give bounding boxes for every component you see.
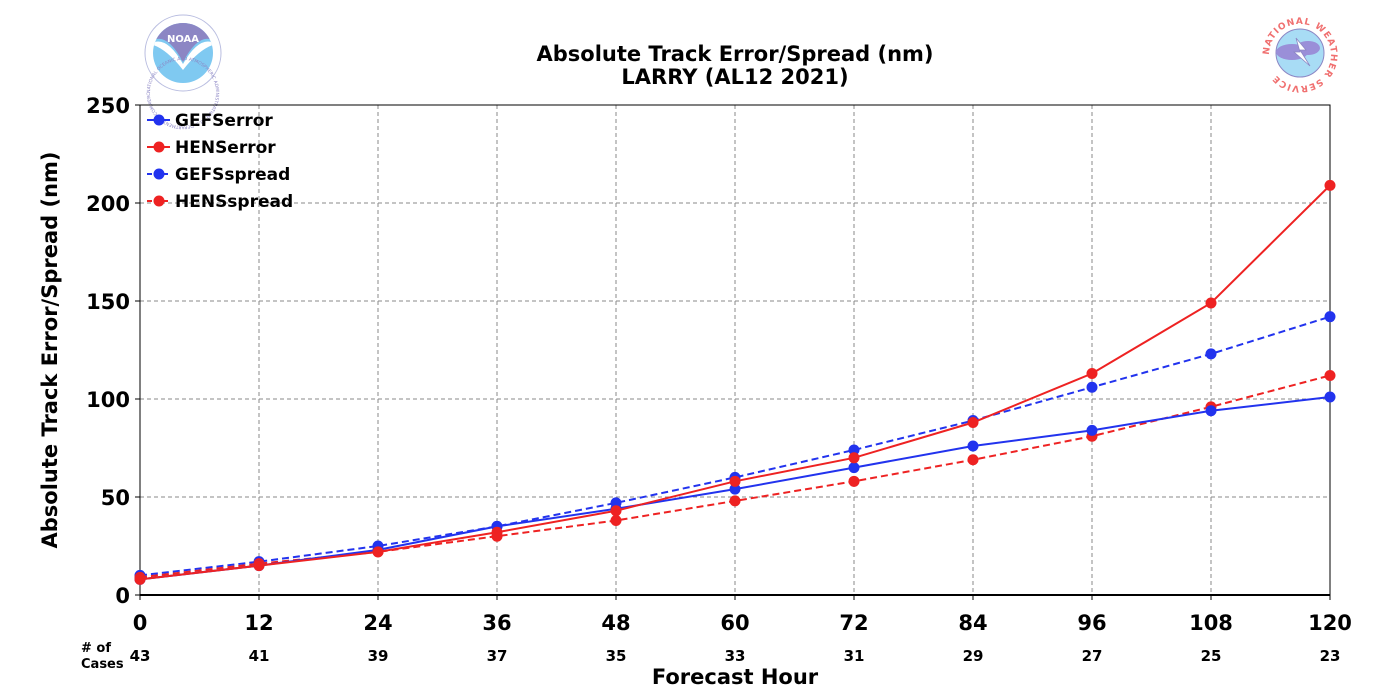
cases-label-line2: Cases [81,657,124,672]
data-point [1324,311,1336,323]
case-count: 39 [368,647,389,665]
series-HENSerror [134,179,1336,585]
case-count: 29 [963,647,984,665]
legend-label: GEFSerror [175,111,273,131]
case-count: 31 [844,647,865,665]
grid-lines [140,105,1330,595]
legend-item: GEFSerror [147,111,273,131]
data-point [848,462,860,474]
x-tick-label: 96 [1077,611,1106,635]
y-tick-label: 200 [86,192,130,216]
data-point [729,475,741,487]
data-point [610,505,622,517]
data-point [1205,297,1217,309]
case-count: 27 [1082,647,1103,665]
data-point [253,560,265,572]
case-count: 25 [1201,647,1222,665]
data-point [134,573,146,585]
x-tick-label: 84 [958,611,987,635]
noaa-logo-text: NOAA [167,34,199,45]
x-tick-label: 0 [133,611,148,635]
data-point [967,440,979,452]
case-count: 43 [130,647,151,665]
case-count: 41 [249,647,270,665]
legend-item: HENSerror [147,138,276,158]
x-tick-label: 24 [363,611,392,635]
x-tick-label: 12 [244,611,273,635]
case-count: 35 [606,647,627,665]
data-point [1086,381,1098,393]
nws-logo: NATIONAL WEATHER SERVICE [1262,17,1337,93]
legend-label: HENSerror [175,138,276,158]
data-point [967,417,979,429]
y-tick-label: 0 [115,584,130,608]
data-point [848,444,860,456]
x-tick-label: 120 [1308,611,1352,635]
case-count: 23 [1320,647,1341,665]
data-point [967,454,979,466]
y-tick-label: 100 [86,388,130,412]
y-tick-label: 150 [86,290,130,314]
x-tick-label: 36 [482,611,511,635]
data-point [372,546,384,558]
data-point [729,483,741,495]
legend-item: GEFSspread [147,165,290,185]
data-point [1086,368,1098,380]
legend-marker [153,168,165,180]
series [134,179,1336,585]
y-axis-label: Absolute Track Error/Spread (nm) [38,151,62,548]
data-point [1324,391,1336,403]
y-tick-label: 50 [101,486,130,510]
x-tick-label: 60 [720,611,749,635]
legend-marker [153,195,165,207]
axes: 0 43 12 41 24 39 36 37 48 35 60 33 72 31 84 29 96 27 108 25… [38,94,1352,689]
data-point [1086,424,1098,436]
series-line [139,315,1331,577]
y-tick-label: 250 [86,94,130,118]
legend-marker [153,141,165,153]
data-point [729,495,741,507]
case-count: 37 [487,647,508,665]
x-tick-label: 72 [839,611,868,635]
x-tick-label: 108 [1189,611,1233,635]
data-point [1324,369,1336,381]
data-point [610,515,622,527]
data-point [848,452,860,464]
data-point [1324,179,1336,191]
cases-label-line1: # of [81,641,111,656]
chart-title: Absolute Track Error/Spread (nm) [536,42,934,66]
x-axis-label: Forecast Hour [652,665,819,689]
data-point [1205,348,1217,360]
legend-item: HENSspread [147,192,293,212]
data-point [1205,405,1217,417]
legend: GEFSerror HENSerror GEFSspread HENSspread [147,111,293,212]
case-count: 33 [725,647,746,665]
legend-label: HENSspread [175,192,293,212]
chart-subtitle: LARRY (AL12 2021) [621,65,849,89]
legend-marker [153,114,165,126]
x-tick-label: 48 [601,611,630,635]
data-point [491,526,503,538]
legend-label: GEFSspread [175,165,290,185]
data-point [848,475,860,487]
